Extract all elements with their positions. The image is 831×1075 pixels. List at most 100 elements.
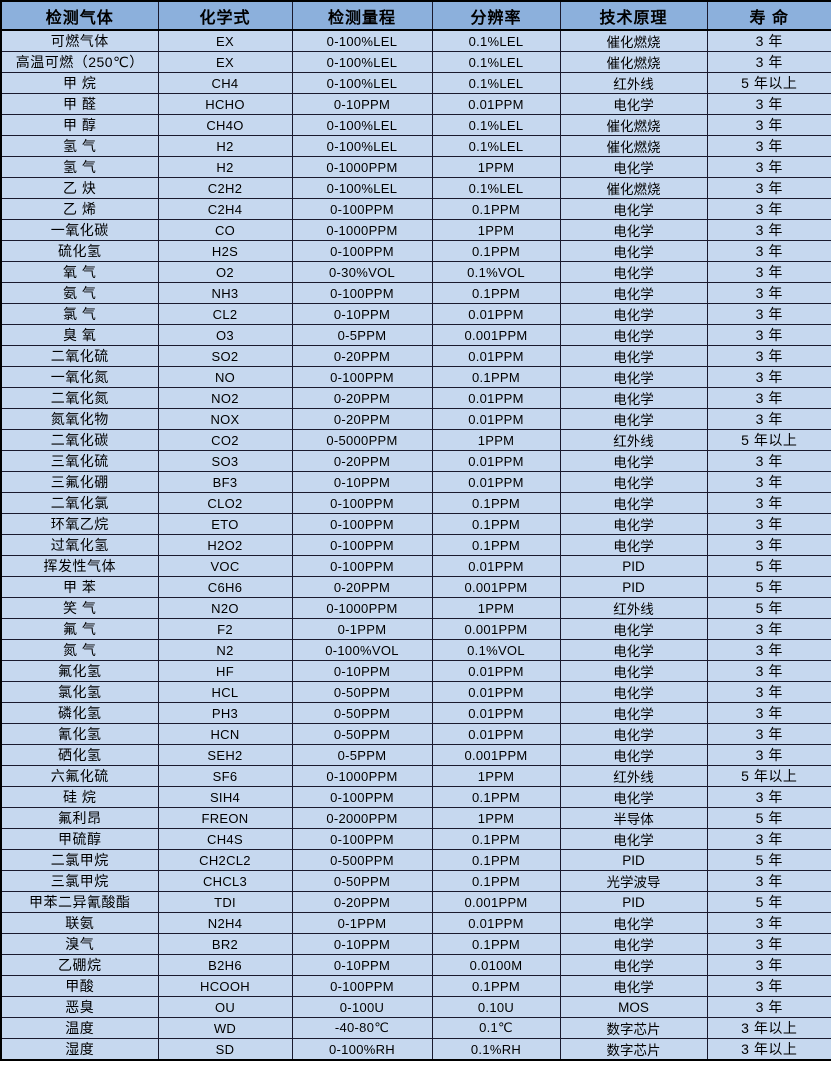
cell-resolution: 0.1PPM <box>431 366 561 388</box>
cell-life: 3 年 <box>706 51 831 73</box>
table-row: 氧 气 O2 0-30%VOL 0.1%VOL 电化学 3 年 <box>0 261 831 283</box>
table-row: 一氧化碳 CO 0-1000PPM 1PPM 电化学 3 年 <box>0 219 831 241</box>
cell-gas: 三氟化硼 <box>0 471 159 493</box>
cell-resolution: 0.01PPM <box>431 303 561 325</box>
table-row: 甲 醛 HCHO 0-10PPM 0.01PPM 电化学 3 年 <box>0 93 831 115</box>
cell-technology: 催化燃烧 <box>559 51 708 73</box>
cell-technology: 电化学 <box>559 744 708 766</box>
cell-range: 0-100PPM <box>291 198 433 220</box>
table-row: 二氧化氯 CLO2 0-100PPM 0.1PPM 电化学 3 年 <box>0 492 831 514</box>
cell-life: 3 年 <box>706 29 831 52</box>
cell-technology: PID <box>559 849 708 871</box>
cell-resolution: 0.1%LEL <box>431 177 561 199</box>
cell-range: 0-100%VOL <box>291 639 433 661</box>
cell-technology: 电化学 <box>559 261 708 283</box>
cell-resolution: 0.01PPM <box>431 912 561 934</box>
cell-formula: N2O <box>157 597 293 619</box>
cell-resolution: 0.1℃ <box>431 1017 561 1039</box>
table-row: 硅 烷 SIH4 0-100PPM 0.1PPM 电化学 3 年 <box>0 786 831 808</box>
table-row: 溴气 BR2 0-10PPM 0.1PPM 电化学 3 年 <box>0 933 831 955</box>
cell-life: 5 年以上 <box>706 72 831 94</box>
cell-gas: 乙硼烷 <box>0 954 159 976</box>
cell-life: 3 年 <box>706 240 831 262</box>
table-row: 挥发性气体 VOC 0-100PPM 0.01PPM PID 5 年 <box>0 555 831 577</box>
cell-gas: 甲 醛 <box>0 93 159 115</box>
cell-gas: 氰化氢 <box>0 723 159 745</box>
cell-technology: 电化学 <box>559 639 708 661</box>
cell-range: 0-100%LEL <box>291 72 433 94</box>
cell-gas: 二氯甲烷 <box>0 849 159 871</box>
cell-resolution: 0.01PPM <box>431 450 561 472</box>
table-row: 磷化氢 PH3 0-50PPM 0.01PPM 电化学 3 年 <box>0 702 831 724</box>
cell-formula: CLO2 <box>157 492 293 514</box>
cell-formula: C2H2 <box>157 177 293 199</box>
cell-resolution: 0.01PPM <box>431 555 561 577</box>
table-row: 氯化氢 HCL 0-50PPM 0.01PPM 电化学 3 年 <box>0 681 831 703</box>
cell-formula: H2O2 <box>157 534 293 556</box>
cell-gas: 甲 醇 <box>0 114 159 136</box>
cell-technology: 电化学 <box>559 240 708 262</box>
cell-resolution: 0.1%VOL <box>431 261 561 283</box>
table-row: 三氯甲烷 CHCL3 0-50PPM 0.1PPM 光学波导 3 年 <box>0 870 831 892</box>
cell-gas: 恶臭 <box>0 996 159 1018</box>
cell-life: 3 年 <box>706 513 831 535</box>
cell-gas: 氟化氢 <box>0 660 159 682</box>
cell-technology: 电化学 <box>559 345 708 367</box>
cell-formula: CO <box>157 219 293 241</box>
cell-technology: 电化学 <box>559 408 708 430</box>
cell-range: 0-20PPM <box>291 345 433 367</box>
cell-range: 0-50PPM <box>291 870 433 892</box>
cell-gas: 二氧化氯 <box>0 492 159 514</box>
cell-resolution: 0.1%RH <box>431 1038 561 1061</box>
cell-formula: HCL <box>157 681 293 703</box>
cell-technology: 电化学 <box>559 660 708 682</box>
cell-formula: N2H4 <box>157 912 293 934</box>
cell-technology: 催化燃烧 <box>559 177 708 199</box>
cell-range: 0-1000PPM <box>291 597 433 619</box>
cell-technology: 电化学 <box>559 618 708 640</box>
cell-life: 5 年 <box>706 807 831 829</box>
cell-resolution: 0.1PPM <box>431 849 561 871</box>
cell-formula: OU <box>157 996 293 1018</box>
cell-formula: C6H6 <box>157 576 293 598</box>
cell-life: 3 年 <box>706 996 831 1018</box>
cell-life: 3 年 <box>706 114 831 136</box>
table-row: 硒化氢 SEH2 0-5PPM 0.001PPM 电化学 3 年 <box>0 744 831 766</box>
cell-resolution: 0.01PPM <box>431 345 561 367</box>
table-row: 恶臭 OU 0-100U 0.10U MOS 3 年 <box>0 996 831 1018</box>
cell-life: 3 年 <box>706 135 831 157</box>
cell-life: 3 年 <box>706 744 831 766</box>
cell-range: 0-20PPM <box>291 576 433 598</box>
cell-life: 3 年 <box>706 702 831 724</box>
cell-gas: 二氧化碳 <box>0 429 159 451</box>
table-row: 三氟化硼 BF3 0-10PPM 0.01PPM 电化学 3 年 <box>0 471 831 493</box>
cell-range: 0-2000PPM <box>291 807 433 829</box>
cell-gas: 一氧化氮 <box>0 366 159 388</box>
cell-resolution: 0.01PPM <box>431 408 561 430</box>
cell-technology: 红外线 <box>559 765 708 787</box>
cell-gas: 氢 气 <box>0 156 159 178</box>
table-row: 甲硫醇 CH4S 0-100PPM 0.1PPM 电化学 3 年 <box>0 828 831 850</box>
cell-resolution: 0.10U <box>431 996 561 1018</box>
cell-range: 0-30%VOL <box>291 261 433 283</box>
cell-life: 3 年 <box>706 723 831 745</box>
cell-resolution: 0.01PPM <box>431 702 561 724</box>
cell-resolution: 0.1PPM <box>431 933 561 955</box>
cell-formula: CHCL3 <box>157 870 293 892</box>
table-row: 甲 烷 CH4 0-100%LEL 0.1%LEL 红外线 5 年以上 <box>0 72 831 94</box>
cell-resolution: 0.001PPM <box>431 744 561 766</box>
cell-formula: NO2 <box>157 387 293 409</box>
cell-formula: EX <box>157 51 293 73</box>
cell-range: 0-1PPM <box>291 618 433 640</box>
cell-range: 0-1000PPM <box>291 765 433 787</box>
table-row: 甲苯二异氰酸酯 TDI 0-20PPM 0.001PPM PID 5 年 <box>0 891 831 913</box>
cell-resolution: 0.01PPM <box>431 387 561 409</box>
cell-technology: 电化学 <box>559 387 708 409</box>
cell-resolution: 0.1%LEL <box>431 51 561 73</box>
cell-life: 3 年 <box>706 177 831 199</box>
cell-technology: PID <box>559 555 708 577</box>
cell-technology: 电化学 <box>559 513 708 535</box>
table-row: 联氨 N2H4 0-1PPM 0.01PPM 电化学 3 年 <box>0 912 831 934</box>
cell-gas: 六氟化硫 <box>0 765 159 787</box>
